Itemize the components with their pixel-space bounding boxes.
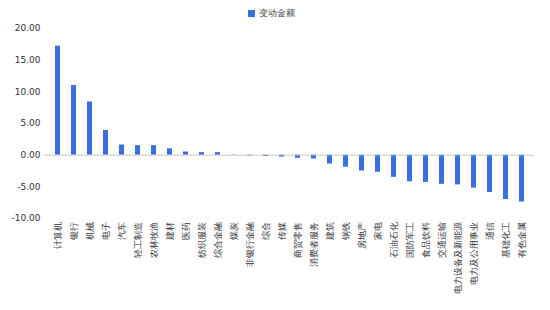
- svg-text:交通运输: 交通运输: [437, 222, 447, 258]
- svg-text:轻工制造: 轻工制造: [133, 222, 143, 258]
- svg-text:商贸零售: 商贸零售: [293, 222, 303, 258]
- svg-text:计算机: 计算机: [53, 222, 63, 249]
- svg-text:汽车: 汽车: [117, 222, 127, 240]
- svg-text:建材: 建材: [165, 222, 175, 241]
- svg-text:机械: 机械: [85, 222, 95, 240]
- svg-text:煤炭: 煤炭: [229, 222, 239, 240]
- svg-text:纺织服装: 纺织服装: [197, 222, 207, 258]
- svg-text:电子: 电子: [101, 222, 111, 240]
- svg-text:5.00: 5.00: [20, 118, 40, 128]
- svg-text:农林牧渔: 农林牧渔: [149, 222, 159, 258]
- html-text:变动金额: 变动金额: [258, 7, 295, 18]
- svg-text:钢铁: 钢铁: [341, 222, 351, 241]
- svg-text:20.00: 20.00: [15, 23, 41, 33]
- svg-text:石油石化: 石油石化: [389, 222, 399, 258]
- svg-text:0.00: 0.00: [20, 150, 40, 160]
- svg-text:家电: 家电: [373, 222, 383, 240]
- svg-text:医药: 医药: [181, 222, 191, 240]
- svg-text:食品饮料: 食品饮料: [421, 222, 431, 258]
- svg-text:综合: 综合: [261, 222, 271, 240]
- svg-text:银行: 银行: [69, 222, 79, 241]
- svg-text:通信: 通信: [485, 222, 495, 240]
- svg-text:非银行金融: 非银行金融: [245, 222, 255, 267]
- svg-text:电力及公用事业: 电力及公用事业: [469, 222, 479, 285]
- svg-text:基础化工: 基础化工: [501, 222, 511, 258]
- svg-text:电力设备及新能源: 电力设备及新能源: [453, 222, 463, 294]
- svg-text:房地产: 房地产: [357, 222, 367, 249]
- svg-text:综合金融: 综合金融: [213, 222, 223, 258]
- svg-text:-10.00: -10.00: [11, 213, 40, 223]
- svg-text:15.00: 15.00: [15, 55, 41, 65]
- svg-text:建筑: 建筑: [325, 222, 335, 241]
- svg-text:消费者服务: 消费者服务: [309, 222, 319, 267]
- svg-text:有色金属: 有色金属: [517, 222, 527, 258]
- svg-text:-5.00: -5.00: [17, 182, 41, 192]
- svg-text:传媒: 传媒: [277, 222, 287, 240]
- svg-text:国防军工: 国防军工: [405, 222, 415, 258]
- svg-text:10.00: 10.00: [15, 87, 41, 97]
